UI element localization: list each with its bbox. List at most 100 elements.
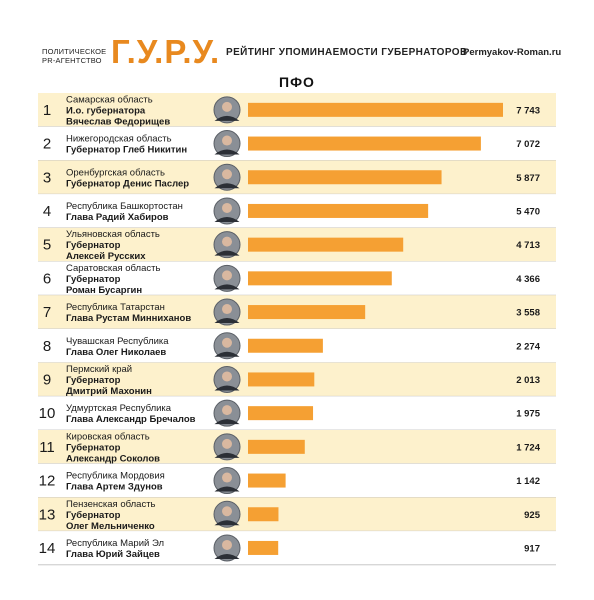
- value-label: 5 470: [516, 206, 540, 217]
- value-label: 917: [524, 543, 540, 554]
- portrait-face: [222, 236, 232, 247]
- portrait-face: [222, 169, 232, 180]
- portrait-shoulders: [214, 452, 240, 458]
- portrait-face: [222, 337, 232, 348]
- value-label: 7 743: [516, 105, 540, 116]
- portrait-shoulders: [214, 115, 240, 121]
- value-label: 4 366: [516, 274, 540, 285]
- value-bar: [248, 136, 481, 151]
- portrait-shoulders: [214, 486, 240, 492]
- portrait-shoulders: [214, 318, 240, 324]
- value-label: 7 072: [516, 139, 540, 150]
- rank-label: 3: [43, 169, 51, 186]
- portrait-face: [222, 438, 232, 449]
- portrait-shoulders: [214, 385, 240, 391]
- portrait-shoulders: [214, 149, 240, 155]
- region-name: Республика Татарстан: [66, 302, 165, 313]
- portrait-shoulders: [214, 284, 240, 290]
- rank-label: 1: [43, 102, 51, 119]
- rank-label: 10: [39, 405, 56, 422]
- value-bar: [248, 271, 392, 286]
- portrait-face: [222, 101, 232, 112]
- portrait-face: [222, 472, 232, 483]
- portrait-shoulders: [214, 250, 240, 256]
- portrait-shoulders: [214, 183, 240, 189]
- region-name: Республика Мордовия: [66, 471, 165, 482]
- value-bar: [248, 406, 314, 421]
- region-name: Республика Марий Эл: [66, 538, 164, 549]
- governor-name: Губернатор: [66, 375, 121, 386]
- value-label: 1 142: [516, 476, 540, 487]
- region-name: Оренбургская область: [66, 167, 165, 178]
- governor-name: Дмитрий Махонин: [66, 386, 152, 397]
- row-background: [38, 531, 556, 565]
- region-name: Чувашская Республика: [66, 336, 169, 347]
- value-label: 4 713: [516, 240, 540, 251]
- governor-name: Алексей Русских: [66, 251, 146, 262]
- region-name: Пензенская область: [66, 499, 156, 510]
- value-label: 1 975: [516, 409, 540, 420]
- governor-name: Олег Мельниченко: [66, 521, 155, 532]
- governor-name: Губернатор Глеб Никитин: [66, 145, 187, 156]
- value-bar: [248, 507, 279, 522]
- value-label: 3 558: [516, 308, 540, 319]
- portrait-face: [222, 371, 232, 382]
- governor-name: Губернатор: [66, 442, 121, 453]
- portrait-shoulders: [214, 520, 240, 526]
- rank-label: 2: [43, 136, 51, 153]
- portrait-face: [222, 270, 232, 281]
- governor-name: Глава Александр Бречалов: [66, 414, 196, 425]
- brand-logo: Г.У.Р.У.: [111, 33, 221, 70]
- rank-label: 11: [39, 439, 55, 456]
- governor-name: Роман Бусаргин: [66, 285, 142, 296]
- governor-name: Глава Рустам Минниханов: [66, 313, 191, 324]
- row-background: [38, 497, 556, 532]
- row-background: [38, 463, 556, 498]
- agency-label: ПОЛИТИЧЕСКОЕ PR-АГЕНТСТВО: [42, 47, 106, 65]
- rank-label: 6: [43, 270, 51, 287]
- governor-name: Губернатор: [66, 240, 121, 251]
- value-label: 2 013: [516, 375, 540, 386]
- portrait-shoulders: [214, 216, 240, 222]
- governor-name: Губернатор Денис Паслер: [66, 178, 189, 189]
- governor-name: Александр Соколов: [66, 453, 160, 464]
- portrait-face: [222, 304, 232, 315]
- region-name: Пермский край: [66, 364, 132, 375]
- value-bar: [248, 305, 366, 320]
- value-bar: [248, 102, 503, 117]
- portrait-face: [222, 506, 232, 517]
- rank-label: 8: [43, 338, 51, 355]
- region-name: Республика Башкортостан: [66, 201, 183, 212]
- value-label: 925: [524, 510, 541, 521]
- value-bar: [248, 473, 286, 488]
- region-name: Саратовская область: [66, 263, 160, 274]
- region-name: Ульяновская область: [66, 229, 160, 240]
- governor-name: Губернатор: [66, 510, 121, 521]
- website-label: Permyakov-Roman.ru: [463, 47, 562, 58]
- rank-label: 9: [43, 371, 51, 388]
- value-bar: [248, 372, 315, 387]
- governor-name: Губернатор: [66, 274, 121, 285]
- region-name: Кировская область: [66, 431, 150, 442]
- portrait-face: [222, 202, 232, 213]
- rank-label: 4: [43, 203, 51, 220]
- value-bar: [248, 237, 404, 252]
- value-label: 1 724: [516, 442, 540, 453]
- portrait-shoulders: [214, 351, 240, 357]
- rating-subtitle: РЕЙТИНГ УПОМИНАЕМОСТИ ГУБЕРНАТОРОВ: [226, 47, 468, 58]
- governor-name: Глава Олег Николаев: [66, 347, 166, 358]
- governor-name: Вячеслав Федорищев: [66, 116, 170, 127]
- governor-name: И.о. губернатора: [66, 105, 146, 116]
- region-title: ПФО: [279, 74, 315, 90]
- region-name: Нижегородская область: [66, 134, 172, 145]
- portrait-face: [222, 405, 232, 416]
- portrait-face: [222, 539, 232, 550]
- region-name: Удмуртская Республика: [66, 403, 172, 414]
- rank-label: 12: [39, 473, 56, 490]
- portrait-shoulders: [214, 553, 240, 559]
- header: ПОЛИТИЧЕСКОЕ PR-АГЕНТСТВО Г.У.Р.У. РЕЙТИ…: [0, 0, 594, 72]
- rank-label: 14: [39, 540, 56, 557]
- value-bar: [248, 540, 279, 555]
- region-name: Самарская область: [66, 94, 153, 105]
